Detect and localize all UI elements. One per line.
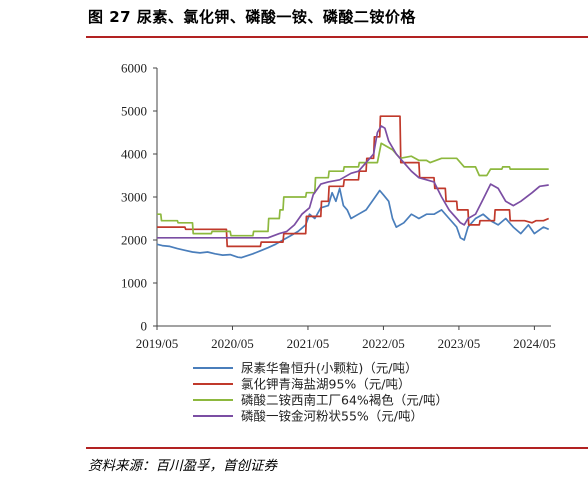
y-tick-label: 3000 bbox=[121, 190, 147, 205]
y-tick-label: 5000 bbox=[121, 104, 147, 119]
series-line-4 bbox=[157, 125, 549, 239]
x-tick-label: 2024/05 bbox=[513, 336, 556, 351]
series-line-3 bbox=[157, 142, 549, 237]
y-tick-label: 6000 bbox=[121, 61, 147, 76]
legend-label-4: 磷酸一铵金河粉状55%（元/吨） bbox=[241, 409, 423, 424]
figure-title: 图 27 尿素、氯化钾、磷酸一铵、磷酸二铵价格 bbox=[88, 8, 416, 26]
x-tick-label: 2021/05 bbox=[287, 336, 330, 351]
legend: 尿素华鲁恒升(小颗粒)（元/吨）氯化钾青海盐湖95%（元/吨）磷酸二铵西南工厂6… bbox=[193, 361, 448, 424]
source-divider bbox=[86, 447, 588, 449]
x-tick-label: 2023/05 bbox=[438, 336, 481, 351]
legend-label-1: 尿素华鲁恒升(小颗粒)（元/吨） bbox=[241, 361, 417, 376]
y-tick-label: 1000 bbox=[121, 276, 147, 291]
y-tick-label: 4000 bbox=[121, 147, 147, 162]
y-tick-label: 0 bbox=[141, 319, 148, 334]
axes: 0 1000 2000 3000 4000 5000 6000 2019/05 2020/05 2… bbox=[121, 61, 556, 352]
x-tick-label: 2020/05 bbox=[211, 336, 254, 351]
title-divider bbox=[86, 36, 588, 38]
x-tick-label: 2019/05 bbox=[136, 336, 179, 351]
series-line-1 bbox=[156, 187, 550, 259]
series-line-2 bbox=[157, 115, 550, 248]
x-tick-label: 2022/05 bbox=[362, 336, 405, 351]
source-note: 资料来源：百川盈孚，首创证券 bbox=[88, 458, 277, 474]
legend-label-2: 氯化钾青海盐湖95%（元/吨） bbox=[241, 377, 411, 392]
legend-label-3: 磷酸二铵西南工厂64%褐色（元/吨） bbox=[241, 393, 448, 408]
series-lines bbox=[156, 115, 550, 259]
y-tick-label: 2000 bbox=[121, 233, 147, 248]
